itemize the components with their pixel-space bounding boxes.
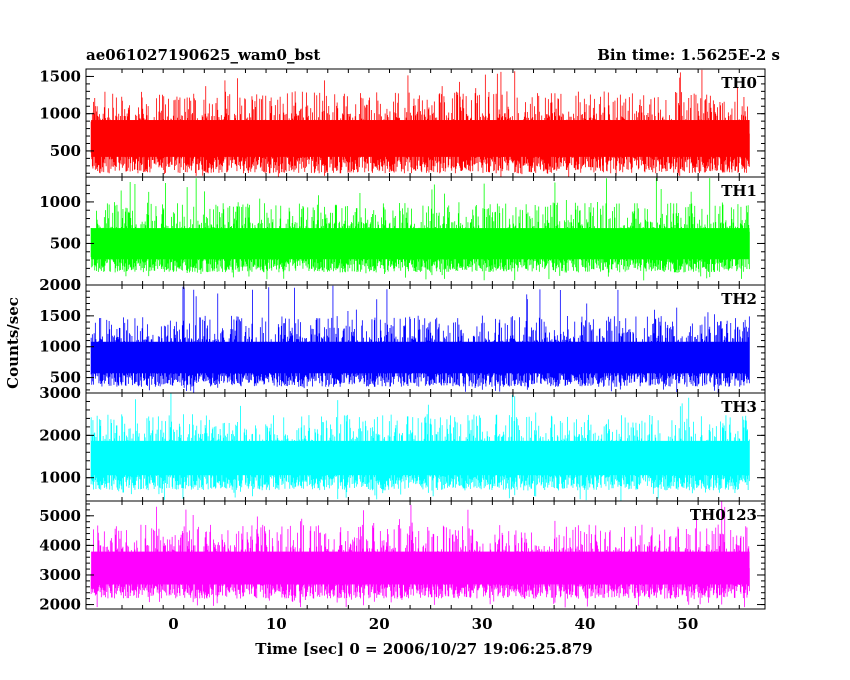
series-line <box>90 177 750 281</box>
y-tick-label: 500 <box>50 369 81 387</box>
series-line <box>90 393 750 501</box>
series-th3 <box>90 393 750 501</box>
y-tick-label: 1500 <box>39 307 81 325</box>
x-tick-label: 0 <box>168 615 178 633</box>
panel-frame-th0123 <box>85 500 766 610</box>
y-axis-label: Counts/sec <box>4 297 22 389</box>
panel-label-th2: TH2 <box>721 290 757 308</box>
series-line <box>90 501 750 608</box>
x-tick-label: 30 <box>472 615 493 633</box>
y-tick-label: 1000 <box>39 105 81 123</box>
panel-label-th3: TH3 <box>721 398 757 416</box>
panel-label-th0123: TH0123 <box>690 506 757 524</box>
y-tick-label: 2000 <box>39 426 81 444</box>
series-th1 <box>90 177 750 281</box>
series-th0 <box>90 69 750 177</box>
series-th2 <box>90 285 750 393</box>
series-line <box>90 69 750 177</box>
x-tick-label: 20 <box>369 615 390 633</box>
panel-label-th0: TH0 <box>721 74 757 92</box>
bin-time-label: Bin time: 1.5625E-2 s <box>597 46 780 64</box>
y-tick-label: 1000 <box>39 469 81 487</box>
x-tick-label: 40 <box>575 615 596 633</box>
y-tick-label: 1000 <box>39 193 81 211</box>
y-tick-label: 0 <box>71 276 81 294</box>
y-tick-label: 500 <box>50 142 81 160</box>
series-th0123 <box>90 501 750 608</box>
y-tick-label: 3000 <box>39 384 81 402</box>
y-tick-label: 4000 <box>39 536 81 554</box>
y-tick-label: 2000 <box>39 276 81 294</box>
y-tick-label: 1000 <box>39 338 81 356</box>
y-tick-label: 2000 <box>39 596 81 614</box>
y-tick-label: 1500 <box>39 67 81 85</box>
x-axis-label: Time [sec] 0 = 2006/10/27 19:06:25.879 <box>255 640 592 658</box>
panels-group <box>90 69 750 608</box>
plot-title: ae061027190625_wam0_bst <box>86 46 320 64</box>
y-tick-label: 500 <box>50 234 81 252</box>
x-tick-label: 50 <box>677 615 698 633</box>
x-tick-label: 10 <box>266 615 287 633</box>
y-tick-label: 3000 <box>39 566 81 584</box>
panel-label-th1: TH1 <box>721 182 757 200</box>
series-line <box>90 285 750 393</box>
y-tick-label: 5000 <box>39 507 81 525</box>
